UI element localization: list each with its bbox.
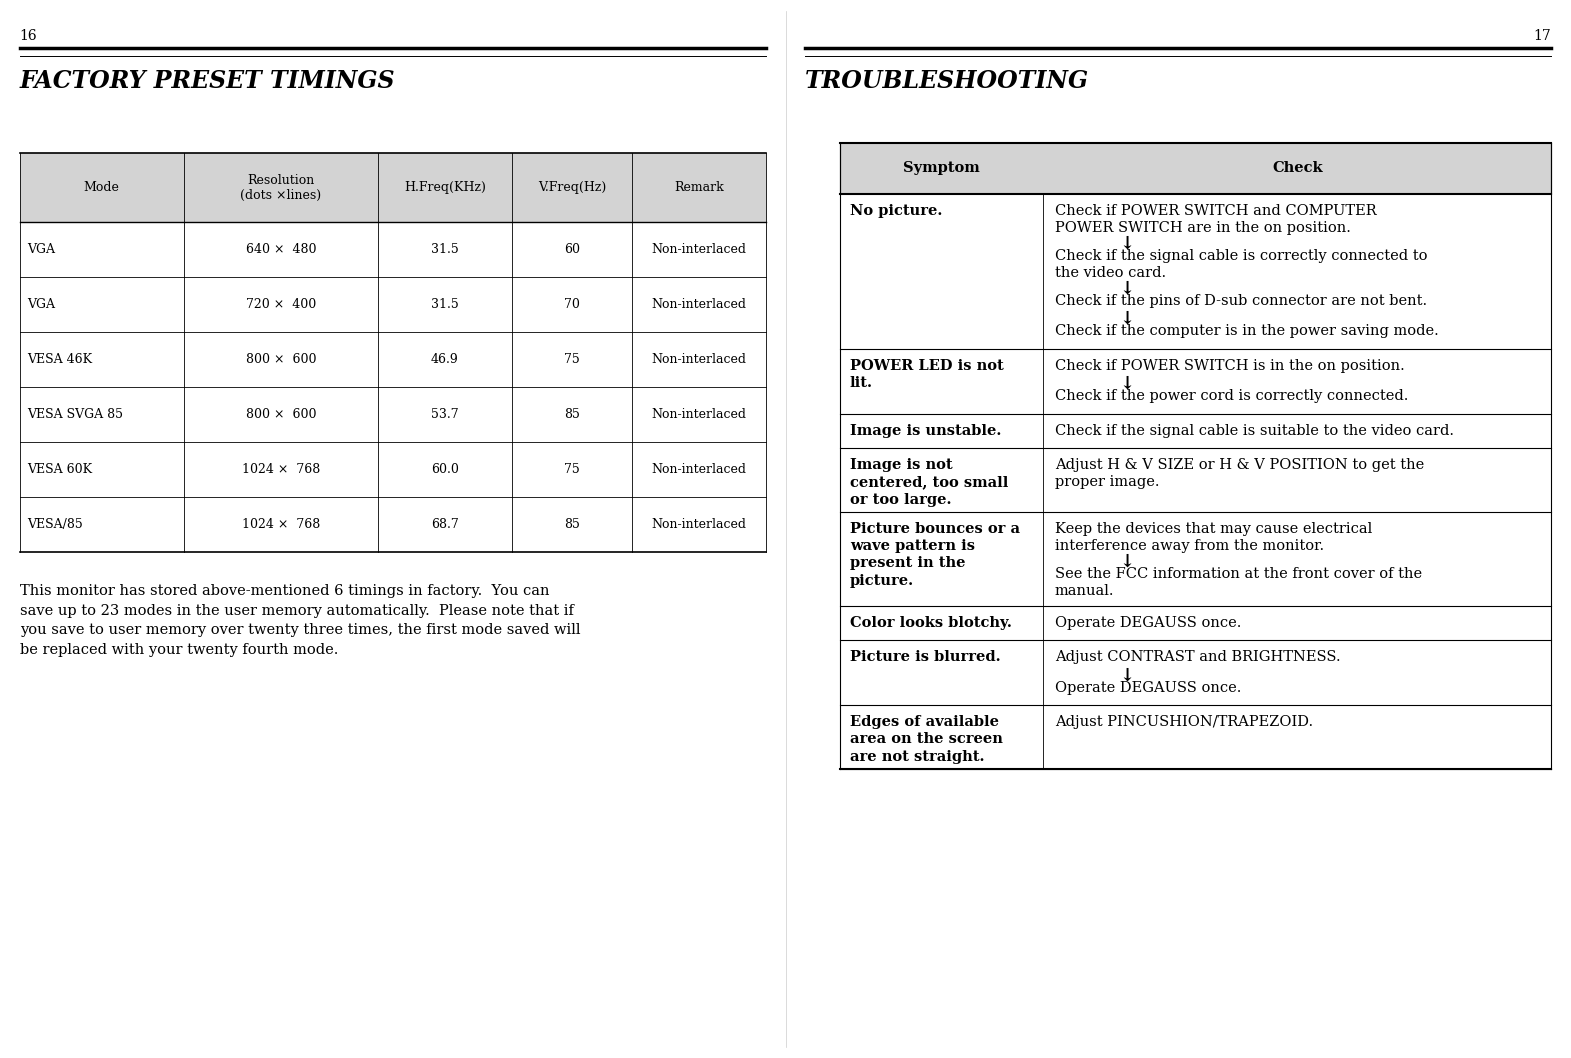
Bar: [19, 277, 765, 332]
Text: 1024 ×  768: 1024 × 768: [242, 463, 320, 476]
Text: 640 ×  480: 640 × 480: [245, 243, 316, 256]
Text: Picture is blurred.: Picture is blurred.: [850, 650, 1001, 664]
Text: Resolution
(dots ×lines): Resolution (dots ×lines): [240, 174, 322, 202]
Text: 85: 85: [564, 408, 580, 421]
Text: Remark: Remark: [674, 181, 724, 195]
Bar: [19, 442, 765, 497]
Text: ↓: ↓: [1119, 310, 1134, 328]
Text: Non-interlaced: Non-interlaced: [652, 243, 746, 256]
Text: VGA: VGA: [28, 298, 55, 311]
Text: Check if the pins of D-sub connector are not bent.: Check if the pins of D-sub connector are…: [1054, 294, 1426, 308]
Text: 800 ×  600: 800 × 600: [245, 353, 316, 366]
Text: 75: 75: [564, 463, 580, 476]
Text: Color looks blotchy.: Color looks blotchy.: [850, 616, 1012, 630]
Text: Image is not
centered, too small
or too large.: Image is not centered, too small or too …: [850, 458, 1009, 507]
Text: Adjust PINCUSHION/TRAPEZOID.: Adjust PINCUSHION/TRAPEZOID.: [1054, 715, 1313, 729]
Text: Non-interlaced: Non-interlaced: [652, 463, 746, 476]
Text: Image is unstable.: Image is unstable.: [850, 423, 1001, 438]
Text: 60: 60: [564, 243, 580, 256]
Text: Non-interlaced: Non-interlaced: [652, 353, 746, 366]
Text: 720 ×  400: 720 × 400: [245, 298, 316, 311]
Bar: [19, 497, 765, 552]
Bar: [19, 332, 765, 387]
Text: Check if the signal cable is suitable to the video card.: Check if the signal cable is suitable to…: [1054, 423, 1453, 438]
Text: Edges of available
area on the screen
are not straight.: Edges of available area on the screen ar…: [850, 715, 1002, 764]
Text: FACTORY PRESET TIMINGS: FACTORY PRESET TIMINGS: [19, 69, 396, 93]
Text: 1024 ×  768: 1024 × 768: [242, 518, 320, 531]
Text: Non-interlaced: Non-interlaced: [652, 298, 746, 311]
Text: 60.0: 60.0: [430, 463, 459, 476]
Text: Check if POWER SWITCH is in the on position.: Check if POWER SWITCH is in the on posit…: [1054, 359, 1404, 372]
Text: 68.7: 68.7: [430, 518, 459, 531]
Text: ↓: ↓: [1119, 234, 1134, 252]
Text: Keep the devices that may cause electrical
interference away from the monitor.: Keep the devices that may cause electric…: [1054, 522, 1371, 553]
Text: 70: 70: [564, 298, 580, 311]
Text: Adjust CONTRAST and BRIGHTNESS.: Adjust CONTRAST and BRIGHTNESS.: [1054, 650, 1340, 664]
Text: Operate DEGAUSS once.: Operate DEGAUSS once.: [1054, 616, 1241, 630]
Text: VESA/85: VESA/85: [28, 518, 83, 531]
Text: ↓: ↓: [1119, 375, 1134, 393]
Text: Check if the signal cable is correctly connected to
the video card.: Check if the signal cable is correctly c…: [1054, 249, 1428, 280]
Text: Adjust H & V SIZE or H & V POSITION to get the
proper image.: Adjust H & V SIZE or H & V POSITION to g…: [1054, 458, 1425, 490]
Text: H.Freq(KHz): H.Freq(KHz): [404, 181, 485, 195]
Text: 75: 75: [564, 353, 580, 366]
Bar: [19, 222, 765, 277]
Text: Mode: Mode: [83, 181, 119, 195]
Text: ↓: ↓: [1119, 279, 1134, 297]
Bar: [19, 153, 765, 222]
Text: Picture bounces or a
wave pattern is
present in the
picture.: Picture bounces or a wave pattern is pre…: [850, 522, 1020, 587]
Text: VESA 46K: VESA 46K: [28, 353, 93, 366]
Text: Non-interlaced: Non-interlaced: [652, 408, 746, 421]
Text: This monitor has stored above-mentioned 6 timings in factory.  You can
save up t: This monitor has stored above-mentioned …: [19, 584, 580, 657]
Text: TROUBLESHOOTING: TROUBLESHOOTING: [804, 69, 1089, 93]
Text: 16: 16: [19, 29, 38, 42]
Text: ↓: ↓: [1119, 552, 1134, 570]
Text: Operate DEGAUSS once.: Operate DEGAUSS once.: [1054, 680, 1241, 695]
Text: Non-interlaced: Non-interlaced: [652, 518, 746, 531]
Text: 31.5: 31.5: [430, 243, 459, 256]
Text: Symptom: Symptom: [903, 161, 980, 176]
Text: 800 ×  600: 800 × 600: [245, 408, 316, 421]
Text: Check: Check: [1273, 161, 1323, 176]
Bar: [19, 387, 765, 442]
Text: 53.7: 53.7: [430, 408, 459, 421]
Text: Check if POWER SWITCH and COMPUTER
POWER SWITCH are in the on position.: Check if POWER SWITCH and COMPUTER POWER…: [1054, 203, 1376, 235]
Text: Check if the computer is in the power saving mode.: Check if the computer is in the power sa…: [1054, 324, 1439, 339]
Text: 17: 17: [1533, 29, 1551, 42]
Text: V.Freq(Hz): V.Freq(Hz): [537, 181, 606, 195]
Text: POWER LED is not
lit.: POWER LED is not lit.: [850, 359, 1004, 390]
Text: Check if the power cord is correctly connected.: Check if the power cord is correctly con…: [1054, 389, 1408, 403]
Text: 46.9: 46.9: [430, 353, 459, 366]
Text: ↓: ↓: [1119, 667, 1134, 685]
Bar: [840, 143, 1552, 194]
Text: VGA: VGA: [28, 243, 55, 256]
Text: VESA SVGA 85: VESA SVGA 85: [28, 408, 124, 421]
Text: 31.5: 31.5: [430, 298, 459, 311]
Text: VESA 60K: VESA 60K: [28, 463, 93, 476]
Text: 85: 85: [564, 518, 580, 531]
Text: See the FCC information at the front cover of the
manual.: See the FCC information at the front cov…: [1054, 567, 1422, 598]
Text: No picture.: No picture.: [850, 203, 943, 218]
